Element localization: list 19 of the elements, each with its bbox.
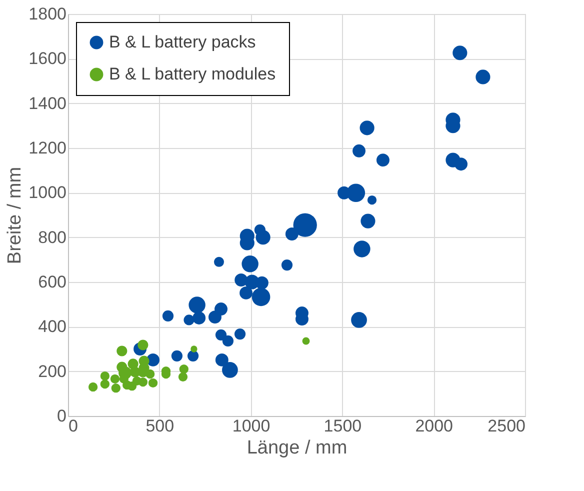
x-tick-label: 1000 — [232, 416, 270, 436]
y-tick-label: 1400 — [28, 94, 66, 113]
legend-label: B & L battery modules — [109, 64, 276, 84]
x-tick-label: 1500 — [324, 416, 362, 436]
y-tick-label: 600 — [38, 272, 66, 292]
y-tick-label: 200 — [38, 362, 66, 381]
y-tick-label: 1600 — [28, 49, 66, 68]
y-axis-title: Breite / mm — [4, 166, 26, 264]
y-tick-label: 1800 — [28, 4, 66, 24]
x-tick-label: 0 — [68, 416, 78, 436]
y-tick-label: 400 — [38, 317, 66, 336]
y-tick-label: 800 — [38, 228, 66, 247]
y-tick-label: 1000 — [28, 183, 66, 202]
x-tick-label: 2000 — [415, 416, 454, 436]
y-tick-label: 1200 — [28, 138, 66, 158]
x-axis-title: Länge / mm — [246, 438, 348, 458]
x-tick-label: 500 — [146, 416, 174, 436]
legend-label: B & L battery packs — [109, 32, 256, 52]
x-tick-label: 2500 — [488, 416, 526, 436]
